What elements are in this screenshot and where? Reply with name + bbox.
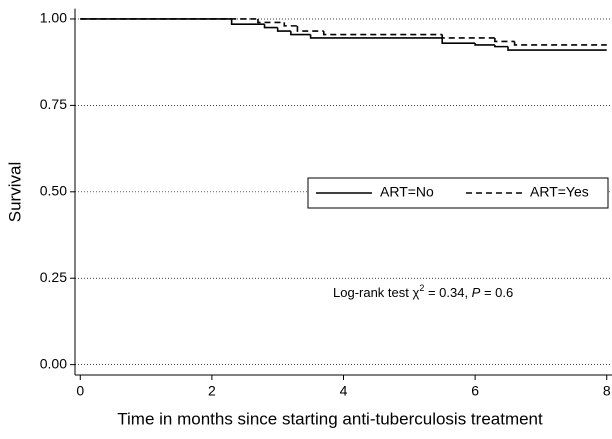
y-tick-label: 0.25 [40,269,67,285]
annotation-part: = 0.6 [480,285,513,300]
y-tick-label: 0.00 [40,355,67,371]
annotation-part: 2 [419,283,424,293]
x-axis-label: Time in months since starting anti-tuber… [117,409,543,428]
survival-step [283,22,298,27]
survival-step [441,37,476,44]
survival-step [494,44,509,48]
survival-step [474,43,495,46]
annotation: Log-rank test χ2 = 0.34, P = 0.6 [333,283,513,300]
y-tick-label: 1.00 [40,10,67,26]
y-axis-label: Survival [5,162,24,222]
legend-label: ART=No [380,184,434,200]
survival-step [290,31,311,36]
y-tick-label: 0.50 [40,183,67,199]
survival-step [263,24,278,29]
annotation-part: Log-rank test χ [333,285,419,300]
survival-step [441,34,495,39]
survival-step [322,31,443,36]
x-tick-label: 6 [471,383,479,399]
x-tick-label: 8 [603,383,611,399]
survival-step [257,18,285,24]
x-tick-label: 4 [340,383,348,399]
survival-step [494,37,515,43]
x-tick-label: 0 [76,383,84,399]
survival-step [230,18,265,25]
x-tick-label: 2 [208,383,216,399]
legend-label: ART=Yes [530,184,589,200]
survival-step [507,46,607,51]
survival-step [513,41,607,46]
y-tick-label: 0.75 [40,96,67,112]
annotation-part: P [472,285,481,300]
survival-step [309,34,443,39]
survival-step [296,25,324,32]
survival-step [276,27,291,32]
annotation-part: = 0.34, [424,285,471,300]
